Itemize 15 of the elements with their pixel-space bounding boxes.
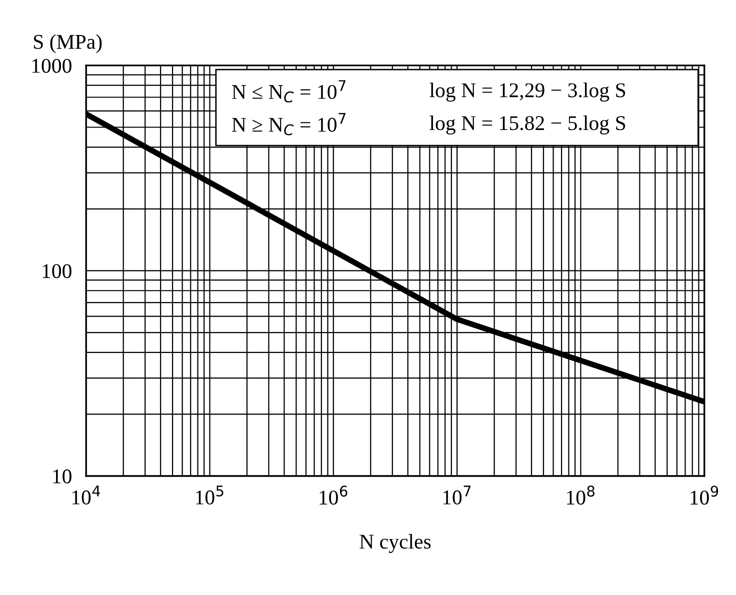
x-axis-title: N cycles (360, 534, 431, 554)
x-tick-label: 10$^{5}$ (196, 486, 224, 504)
x-tick-label: 10$^{7}$ (443, 486, 471, 504)
y-tick-label: 100 (42, 264, 72, 278)
x-tick-label: 10$^{6}$ (320, 486, 348, 505)
y-tick-label: 1000 (32, 58, 72, 73)
annotation: log N = 15.82 − 5.log S (430, 116, 626, 134)
annotation: N ≤ N$_{C}$ = 10$^{7}$ (232, 80, 346, 102)
annotation: N ≥ N$_{C}$ = 10$^{7}$ (232, 113, 346, 136)
x-tick-label: 10$^{9}$ (690, 486, 718, 505)
x-tick-label: 10$^{4}$ (72, 486, 100, 504)
y-axis-title: S (MPa) (34, 34, 102, 54)
x-tick-label: 10$^{8}$ (567, 486, 594, 505)
annotation: log N = 12,29 − 3.log S (430, 82, 626, 102)
y-tick-label: 10 (53, 469, 72, 484)
